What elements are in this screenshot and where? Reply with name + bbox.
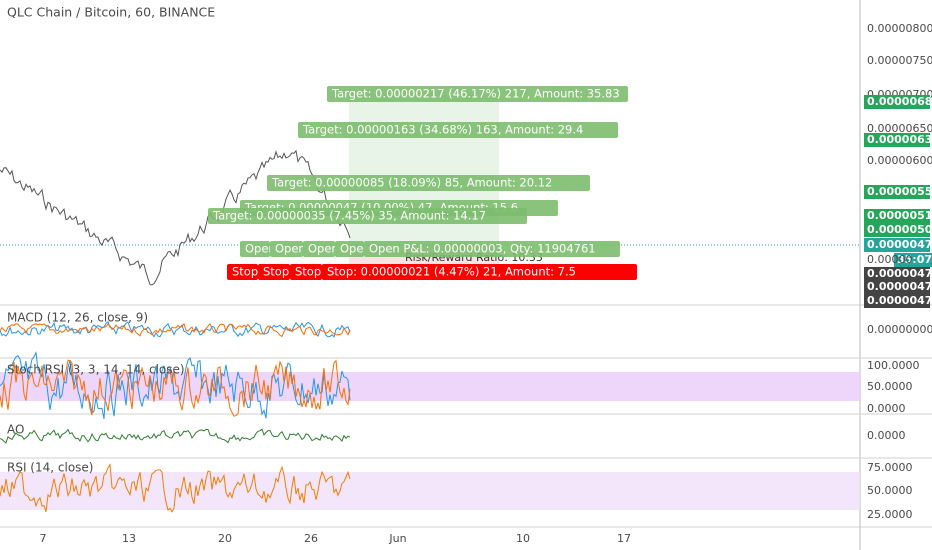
price-label: 0.00000600 (867, 154, 932, 167)
stoch-band (0, 372, 860, 401)
targets-box (298, 122, 618, 138)
time-label: 26 (304, 532, 318, 545)
open-label: Open (308, 242, 339, 256)
pane-axis-label: 50.0000 (867, 484, 913, 497)
stop-box (290, 264, 322, 280)
pane-axis-label: 50.0000 (867, 380, 913, 393)
pane-axis-label: 0.0000 (867, 429, 906, 442)
price-tag (864, 133, 930, 147)
price-label: 0.00000555 (867, 185, 932, 198)
stop-label: Stop (295, 265, 321, 279)
stoch-d (0, 359, 351, 417)
pane-axis-label: 0.0000 (867, 402, 906, 415)
targets-label: Target: 0.00000163 (34.68%) 163, Amount:… (302, 123, 583, 137)
ao-line (0, 428, 351, 444)
pane-title: RSI (14, close) (7, 461, 93, 475)
time-label: 13 (122, 532, 136, 545)
stop-box (227, 264, 258, 280)
time-label: Jun (388, 532, 406, 545)
pane-axis-label: 25.0000 (867, 508, 913, 521)
open-label: Open (340, 242, 371, 256)
open-label: Open P&L: 0.00000003, Qty: 11904761 (369, 242, 596, 256)
stoch-k (0, 350, 351, 419)
targets-label: Target: 0.00000035 (7.45%) 35, Amount: 1… (212, 209, 486, 223)
rsi-line (0, 463, 351, 513)
stop-label: Stop (263, 265, 289, 279)
price-tag (864, 209, 930, 223)
pane-axis-label: 75.0000 (867, 461, 913, 474)
open-box (335, 241, 364, 257)
targets-label: Target: 0.00000217 (46.17%) 217, Amount:… (331, 87, 620, 101)
time-label: 10 (516, 532, 530, 545)
price-label: 0.00000800 (867, 22, 932, 35)
price-label: 35:07 (897, 253, 932, 266)
price-tag (894, 253, 932, 267)
signal-line (0, 322, 351, 338)
pane-title: Stoch RSI (3, 3, 14, 14, close) (7, 363, 185, 377)
price-tag (864, 267, 930, 281)
price-tag (864, 280, 930, 294)
open-label: Open (275, 242, 306, 256)
stop-label: Stop: 0.00000021 (4.47%) 21, Amount: 7.5 (327, 265, 576, 279)
price-tag (864, 294, 930, 308)
price-label: 0.00000650 (867, 122, 932, 135)
price-label: 0.00000633 (867, 133, 932, 146)
price-tag (864, 238, 930, 252)
open-box (270, 241, 303, 257)
open-box (364, 241, 620, 257)
chart-title: QLC Chain / Bitcoin, 60, BINANCE (7, 5, 215, 20)
pane-axis-label: 100.0000 (867, 359, 920, 372)
price-label: 0.00000750 (867, 54, 932, 67)
rsi-band (0, 472, 860, 510)
price-tag (864, 223, 930, 237)
price-tag (864, 95, 930, 109)
open-label: Open (245, 242, 276, 256)
time-label: 7 (40, 532, 47, 545)
price-label: 0.00000505 (867, 223, 932, 236)
targets-box (327, 86, 628, 102)
price-tag (864, 185, 930, 199)
time-label: 17 (617, 532, 631, 545)
pane-title: AO (7, 423, 24, 437)
pane-axis-label: 0.00000000 (867, 323, 932, 336)
price-line (0, 149, 351, 286)
stop-box (258, 264, 290, 280)
stop-label: Stop (232, 265, 258, 279)
open-box (303, 241, 335, 257)
targets-box (267, 175, 590, 191)
price-label: 0.00000 (867, 253, 913, 266)
pane-separators (0, 304, 932, 528)
targets-label: Target: 0.00000085 (18.09%) 85, Amount: … (271, 176, 552, 190)
targets-box (208, 208, 527, 224)
price-label: 0.00000517 (867, 209, 932, 222)
open-box (240, 241, 270, 257)
stop-box (322, 264, 637, 280)
price-label: 0.00000687 (867, 95, 932, 108)
time-label: 20 (218, 532, 232, 545)
pane-title: MACD (12, 26, close, 9) (7, 311, 148, 325)
